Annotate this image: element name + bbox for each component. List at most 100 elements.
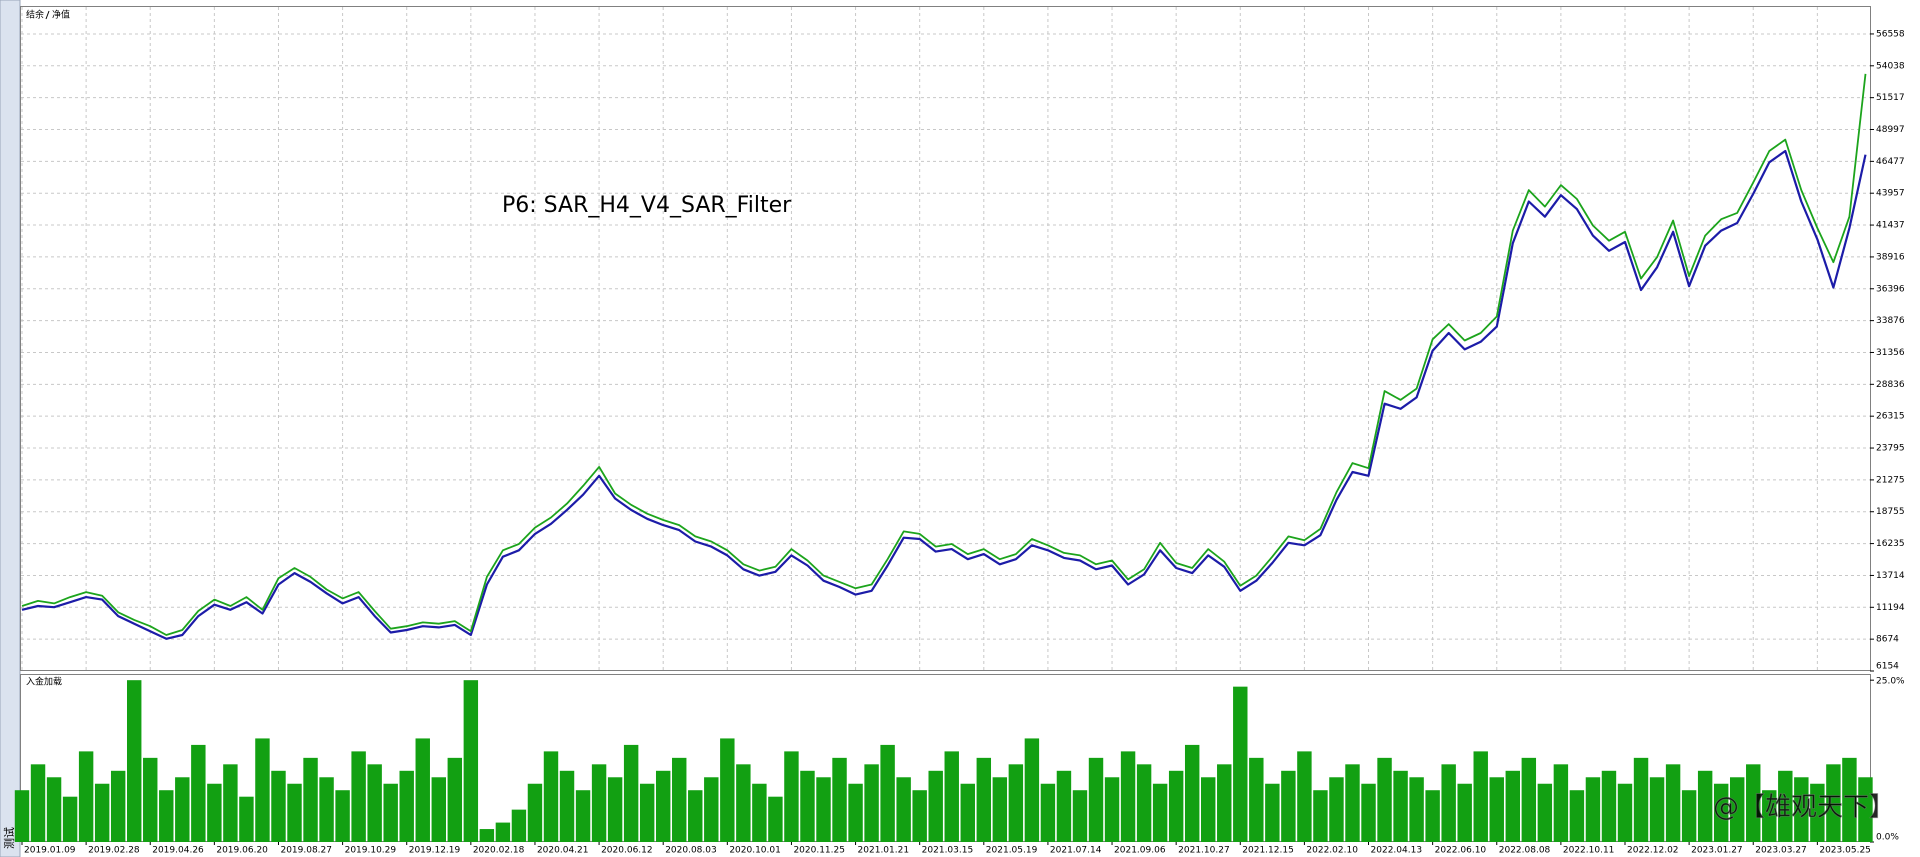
y-tick-label: 26315	[1876, 412, 1905, 422]
bar	[1056, 770, 1072, 842]
bar	[1184, 744, 1200, 842]
bar	[639, 783, 655, 842]
bar	[175, 777, 190, 842]
panel-title: 入金加载	[26, 676, 62, 688]
bar	[1201, 777, 1216, 842]
x-tick-label: 2019.10.29	[345, 846, 397, 856]
x-tick-label: 2021.05.19	[986, 846, 1038, 856]
bar	[832, 757, 847, 842]
x-tick-label: 2022.12.02	[1627, 846, 1679, 856]
y-tick-label: 28836	[1876, 380, 1905, 390]
series-line	[21, 149, 1867, 640]
bar	[816, 777, 831, 842]
x-tick-label: 2020.08.03	[665, 846, 717, 856]
bar	[1778, 770, 1793, 842]
bar	[415, 738, 430, 842]
bar	[1008, 764, 1024, 842]
bar	[1858, 777, 1873, 842]
bar	[1681, 790, 1697, 842]
bar	[1617, 783, 1633, 842]
x-tick-label: 2023.05.25	[1819, 846, 1871, 856]
bar	[1697, 770, 1713, 842]
bar	[655, 770, 671, 842]
bar	[1072, 790, 1088, 842]
y-tick-label: 11194	[1876, 603, 1905, 613]
bar	[1489, 777, 1504, 842]
bar	[960, 783, 975, 842]
bar	[1281, 770, 1296, 842]
bar	[1762, 790, 1777, 842]
bar	[191, 744, 206, 842]
bar	[1361, 783, 1376, 842]
x-tick-label: 2020.02.18	[473, 846, 525, 856]
bar	[495, 822, 511, 842]
x-tick-label: 2021.12.15	[1242, 846, 1294, 856]
x-tick-label: 2021.01.21	[858, 846, 910, 856]
bar	[976, 757, 992, 842]
y-tick-label: 38916	[1876, 252, 1905, 262]
bar	[1152, 783, 1168, 842]
bar	[46, 777, 62, 842]
y-tick-label: 0.0%	[1876, 833, 1899, 843]
x-tick-label: 2021.03.15	[922, 846, 974, 856]
y-tick-label: 13714	[1876, 571, 1905, 581]
y-tick-label: 51517	[1876, 93, 1905, 103]
bar	[207, 783, 222, 842]
bar	[1826, 764, 1841, 842]
x-tick-label: 2022.06.10	[1435, 846, 1487, 856]
x-tick-label: 2022.08.08	[1499, 846, 1551, 856]
bar	[1393, 770, 1408, 842]
x-tick-label: 2021.07.14	[1050, 846, 1102, 856]
bar	[1136, 764, 1152, 842]
bar	[688, 790, 703, 842]
y-tick-label: 48997	[1876, 125, 1905, 135]
bar	[800, 770, 815, 842]
bar	[736, 764, 751, 842]
bar	[1569, 790, 1585, 842]
y-tick-label: 6154	[1876, 662, 1899, 672]
legend-entry: 结余	[26, 9, 44, 21]
bar	[1713, 783, 1729, 842]
bar	[591, 764, 607, 842]
bar	[1104, 777, 1120, 842]
x-tick-label: 2019.08.27	[280, 846, 332, 856]
bar	[255, 738, 270, 842]
bar	[1233, 686, 1248, 842]
bar	[1810, 783, 1825, 842]
bar	[944, 751, 959, 842]
bar	[752, 783, 767, 842]
bar	[1585, 777, 1601, 842]
y-tick-label: 43957	[1876, 189, 1905, 199]
x-tick-label: 2020.11.25	[793, 846, 845, 856]
bar	[848, 783, 863, 842]
bar	[912, 790, 927, 842]
bar	[1329, 777, 1344, 842]
bar	[543, 751, 559, 842]
bar	[1794, 777, 1809, 842]
bar	[1665, 764, 1681, 842]
bar	[1313, 790, 1328, 842]
x-tick-label: 2022.02.10	[1306, 846, 1358, 856]
bar	[1441, 764, 1456, 842]
watermark: @【雄观天下】	[1713, 793, 1895, 823]
y-tick-label: 46477	[1876, 157, 1905, 167]
bar	[511, 809, 527, 842]
x-tick-label: 2021.09.06	[1114, 846, 1166, 856]
bar	[30, 764, 46, 842]
bar	[1249, 757, 1264, 842]
side-strip	[0, 0, 21, 857]
main-panel	[20, 6, 1871, 671]
bar	[864, 764, 879, 842]
x-tick-label: 2019.04.26	[152, 846, 204, 856]
bar	[1505, 770, 1521, 842]
bar	[607, 777, 623, 842]
bar	[62, 796, 78, 842]
legend-separator	[45, 10, 50, 20]
bar	[559, 770, 575, 842]
bar	[1457, 783, 1472, 842]
legend-entry: 净值	[52, 9, 70, 21]
series-line	[21, 73, 1867, 636]
bar	[575, 790, 591, 842]
